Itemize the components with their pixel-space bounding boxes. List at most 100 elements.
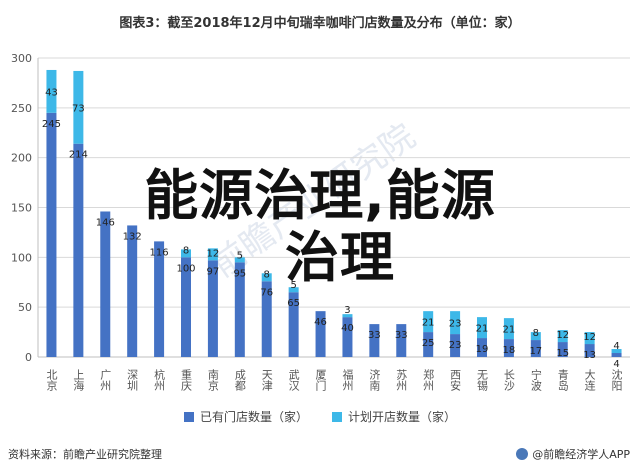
x-tick-label: 北京 (45, 369, 58, 392)
data-label-planned: 21 (422, 318, 435, 329)
bar-existing (369, 324, 380, 357)
data-label-planned: 43 (45, 87, 58, 98)
data-label-planned: 23 (449, 319, 462, 330)
x-tick-label: 重庆 (180, 368, 193, 392)
x-tick-label: 大连 (583, 368, 596, 391)
bar-existing (207, 260, 218, 357)
bar-planned (584, 332, 595, 345)
bar-existing (423, 332, 434, 357)
bar-planned (503, 318, 514, 340)
bar-existing (154, 241, 165, 357)
y-tick-label: 50 (18, 301, 32, 314)
data-label-existing: 146 (96, 217, 115, 228)
bar-planned (207, 248, 218, 261)
data-label-planned: 73 (72, 103, 85, 114)
data-label-existing: 40 (341, 323, 354, 334)
data-label-planned: 8 (264, 269, 270, 280)
source-note: 资料来源：前瞻产业研究院整理 (8, 448, 162, 461)
bar-existing (127, 225, 138, 357)
bar-existing (46, 112, 57, 357)
y-tick-label: 150 (11, 202, 32, 215)
x-tick-label: 厦门 (314, 369, 327, 392)
bar-planned (288, 287, 299, 293)
y-tick-label: 250 (11, 102, 32, 115)
bar-existing (584, 344, 595, 357)
x-tick-label: 深圳 (126, 369, 139, 391)
data-label-planned: 12 (583, 332, 596, 343)
credit-logo-icon (516, 448, 529, 460)
legend-label-existing: 已有门店数量（家） (199, 410, 308, 424)
data-label-planned: 12 (207, 248, 220, 259)
bar-existing (503, 339, 514, 357)
data-label-existing: 4 (613, 359, 619, 370)
data-label-existing: 100 (176, 263, 195, 274)
data-label-planned: 8 (533, 328, 539, 339)
overlay-text: 能源治理,能源 治理 (0, 165, 640, 289)
bar-planned (450, 311, 461, 335)
bar-planned (261, 273, 272, 282)
bar-existing (234, 262, 245, 357)
credit: @前瞻经济学人APP (516, 446, 630, 462)
y-tick-label: 100 (11, 251, 32, 264)
bar-existing (611, 353, 622, 357)
x-tick-label: 南京 (206, 369, 219, 392)
data-label-existing: 18 (503, 345, 516, 356)
legend-item-planned: 计划开店数量（家） (332, 408, 456, 425)
x-tick-label: 青岛 (556, 369, 569, 392)
bar-existing (477, 338, 487, 357)
legend-label-planned: 计划开店数量（家） (348, 410, 457, 424)
bar-planned (477, 317, 487, 339)
y-tick-label: 0 (25, 351, 32, 364)
y-tick-label: 200 (11, 152, 32, 165)
bar-existing (181, 257, 191, 357)
legend: 已有门店数量（家） 计划开店数量（家） (0, 408, 640, 425)
bar-planned (181, 249, 191, 258)
data-label-existing: 13 (583, 350, 596, 361)
credit-text: @前瞻经济学人APP (532, 448, 630, 461)
data-label-existing: 33 (368, 330, 381, 341)
legend-item-existing: 已有门店数量（家） (183, 408, 308, 425)
data-label-existing: 65 (287, 298, 300, 309)
bar-planned (557, 330, 568, 343)
data-label-existing: 25 (422, 338, 435, 349)
data-label-planned: 21 (503, 325, 516, 336)
bar-existing (261, 281, 272, 357)
bar-existing (396, 324, 407, 357)
chart-title: 图表3：截至2018年12月中旬瑞幸咖啡门店数量及分布（单位：家） (119, 16, 521, 31)
data-label-existing: 214 (69, 150, 88, 161)
data-label-existing: 97 (207, 266, 220, 277)
y-tick-label: 300 (11, 52, 32, 65)
bar-existing (315, 311, 326, 357)
legend-swatch-planned (332, 411, 342, 422)
bar-existing (342, 317, 353, 357)
data-label-planned: 5 (290, 280, 296, 291)
data-label-existing: 15 (556, 348, 569, 359)
x-tick-label: 无锡 (476, 369, 489, 392)
x-tick-label: 宁波 (529, 368, 542, 392)
data-label-existing: 19 (476, 344, 489, 355)
x-tick-label: 济南 (368, 368, 381, 391)
data-label-planned: 4 (613, 341, 619, 352)
x-tick-label: 武汉 (287, 369, 300, 392)
data-label-planned: 8 (183, 245, 189, 256)
bar-existing (530, 340, 541, 357)
x-tick-label: 广州 (99, 369, 112, 391)
bar-existing (100, 211, 111, 357)
x-tick-label: 苏州 (395, 369, 408, 391)
bar-planned (234, 257, 245, 263)
bar-existing (557, 342, 568, 357)
x-tick-label: 郑州 (422, 368, 435, 391)
bar-planned (342, 314, 353, 318)
x-tick-label: 成都 (233, 369, 246, 391)
data-label-planned: 5 (237, 250, 243, 261)
data-label-existing: 95 (233, 268, 246, 279)
data-label-existing: 116 (150, 247, 169, 258)
data-label-planned: 21 (476, 324, 489, 335)
overlay-line-2: 治理 (285, 226, 395, 289)
x-tick-label: 西安 (449, 369, 462, 392)
legend-swatch-existing (183, 411, 194, 422)
bar-existing (450, 334, 461, 357)
x-tick-label: 杭州 (153, 368, 166, 391)
data-label-existing: 17 (529, 346, 542, 357)
